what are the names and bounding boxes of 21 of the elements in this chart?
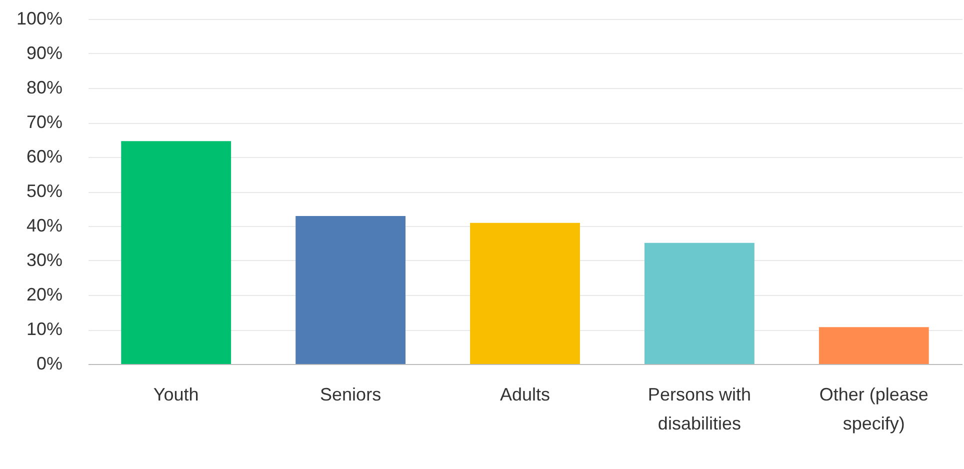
y-tick-label: 80% — [26, 78, 62, 98]
bar — [121, 141, 232, 364]
y-tick-label: 70% — [26, 112, 62, 132]
bar — [644, 242, 754, 364]
y-tick-label: 50% — [26, 181, 62, 201]
bar — [470, 222, 580, 364]
y-tick-label: 30% — [26, 250, 62, 270]
y-tick-label: 10% — [26, 319, 62, 339]
y-tick-label: 100% — [16, 8, 62, 28]
x-tick-label: Seniors — [320, 384, 382, 404]
bar — [818, 327, 929, 364]
x-tick-label: Youth — [153, 384, 199, 404]
bar — [296, 216, 406, 364]
y-tick-label: 60% — [26, 146, 62, 166]
x-tick-label: Persons with disabilities — [648, 384, 751, 434]
y-tick-label: 40% — [26, 216, 62, 236]
y-tick-label: 0% — [36, 354, 62, 374]
y-tick-label: 90% — [26, 43, 62, 63]
y-tick-label: 20% — [26, 284, 62, 304]
x-tick-label: Adults — [500, 384, 550, 404]
x-tick-label: Other (please specify) — [819, 384, 928, 434]
